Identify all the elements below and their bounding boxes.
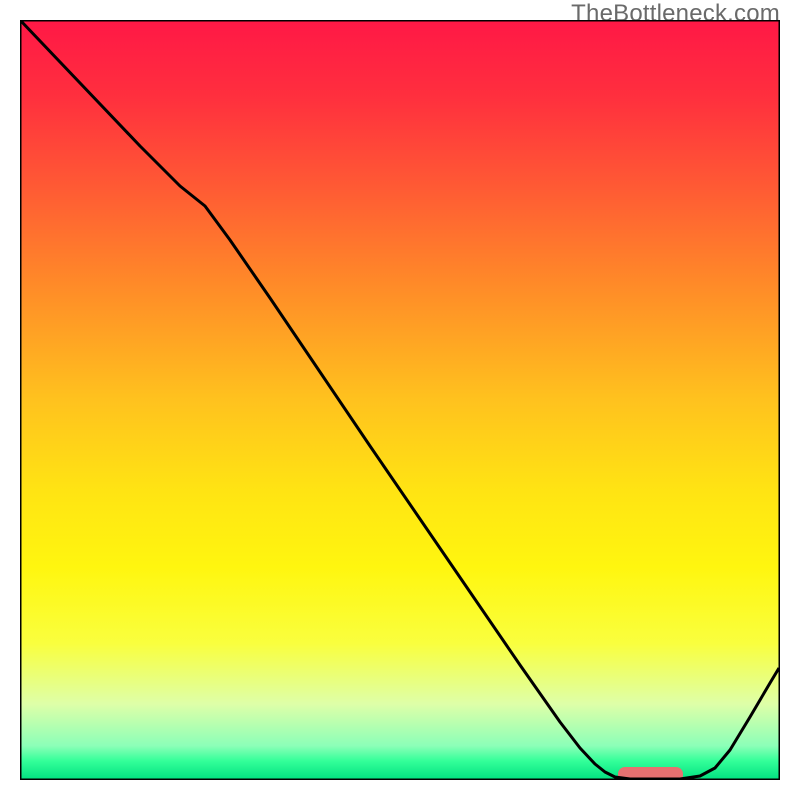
- chart-background: [20, 20, 780, 780]
- chart-frame: TheBottleneck.com: [0, 0, 800, 800]
- bottleneck-chart: [20, 20, 780, 780]
